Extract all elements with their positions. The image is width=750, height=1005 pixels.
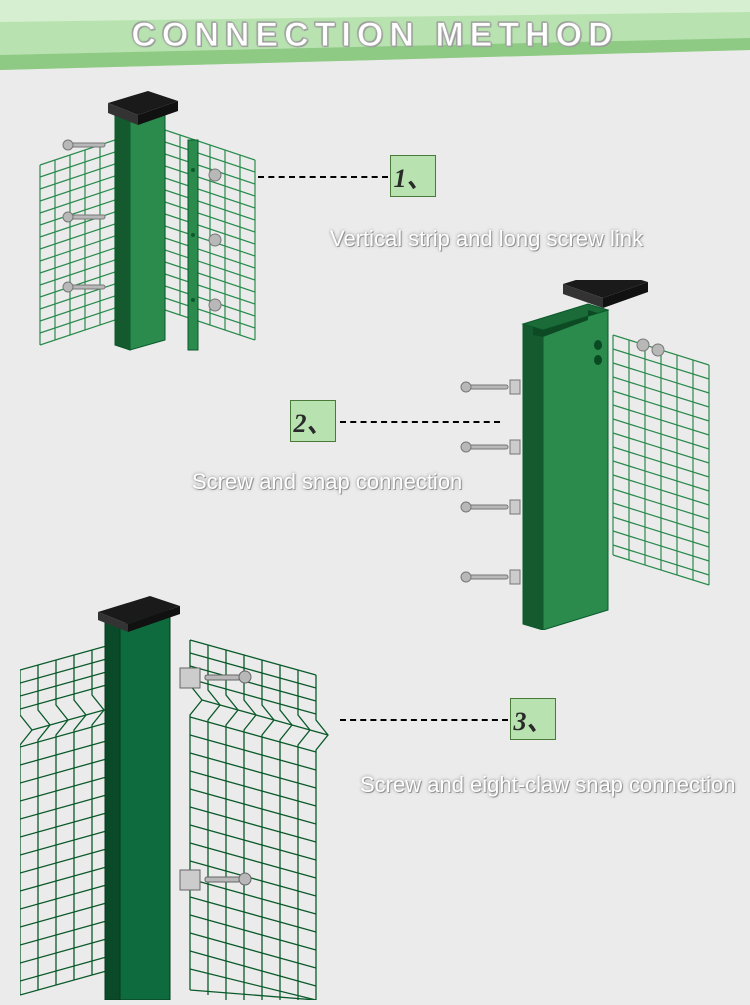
num-label: 1、 bbox=[393, 158, 432, 195]
header-title: CONNECTION METHOD bbox=[131, 16, 618, 55]
fence-illustration-1 bbox=[30, 85, 340, 385]
leader-line-1 bbox=[258, 176, 388, 178]
header-band: CONNECTION METHOD bbox=[0, 0, 750, 70]
num-badge-2: 2、 bbox=[290, 400, 336, 442]
num-badge-3: 3、 bbox=[510, 698, 556, 740]
num-label: 2、 bbox=[293, 403, 332, 440]
leader-line-3 bbox=[340, 719, 508, 721]
leader-line-2 bbox=[340, 421, 500, 423]
num-label: 3、 bbox=[513, 701, 552, 738]
caption-2: Screw and snap connection bbox=[192, 469, 462, 495]
method-1 bbox=[30, 85, 340, 390]
fence-illustration-3 bbox=[20, 570, 370, 1000]
method-2 bbox=[448, 280, 748, 635]
num-badge-1: 1、 bbox=[390, 155, 436, 197]
caption-3: Screw and eight-claw snap connection bbox=[360, 772, 735, 798]
method-3 bbox=[20, 570, 370, 1005]
fence-illustration-2 bbox=[448, 280, 748, 630]
caption-1: Vertical strip and long screw link bbox=[330, 226, 643, 252]
